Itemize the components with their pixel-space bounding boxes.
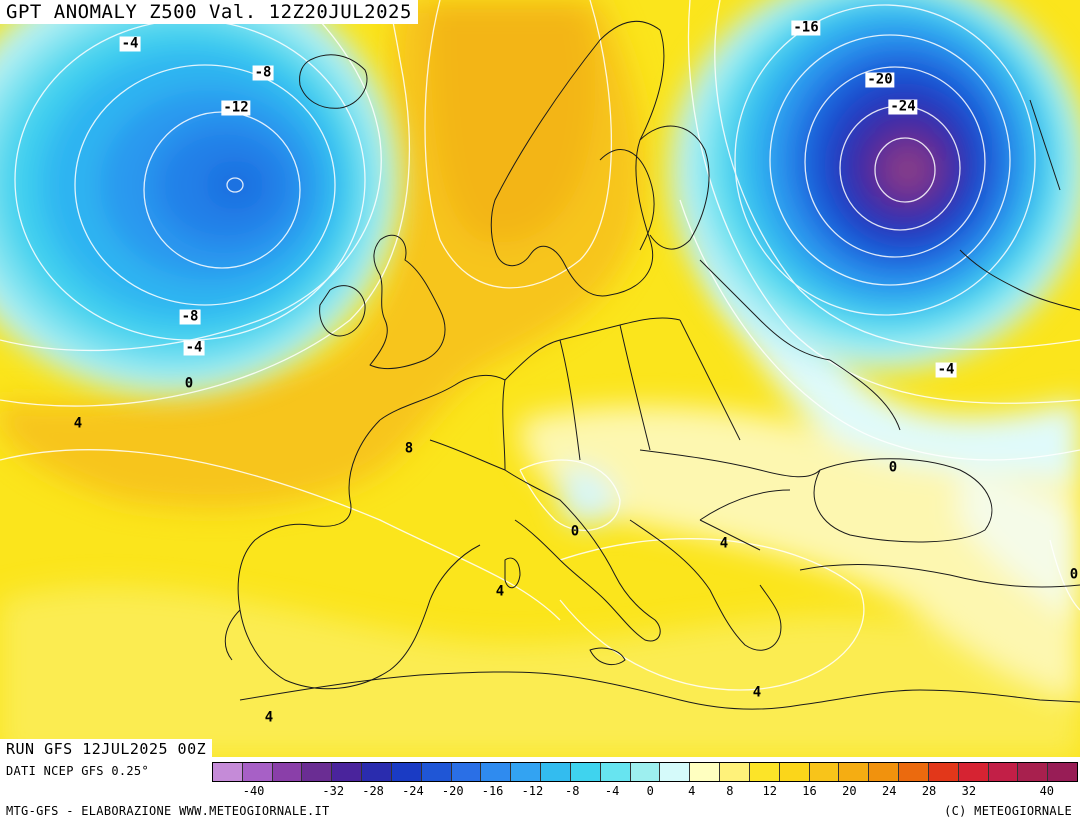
label-minus20-russia: -20 <box>865 71 895 88</box>
color-swatch <box>988 763 1019 781</box>
map-title: GPT ANOMALY Z500 Val. 12Z20JUL2025 <box>0 0 418 24</box>
scale-tick-label: 24 <box>881 784 897 798</box>
color-swatch <box>391 763 422 781</box>
label-minus8-iceland: -8 <box>252 64 274 81</box>
scale-tick-label: 16 <box>802 784 817 798</box>
label-zero-blacksea: 0 <box>888 459 898 476</box>
color-swatch <box>1018 763 1049 781</box>
color-swatch <box>451 763 482 781</box>
color-swatch <box>570 763 601 781</box>
color-swatch <box>869 763 900 781</box>
label-plus8-france: 8 <box>404 440 414 457</box>
label-zero-adriatic: 0 <box>570 523 580 540</box>
scale-tick-label: 0 <box>646 784 654 798</box>
color-swatch <box>749 763 780 781</box>
scale-tick-label: 8 <box>726 784 734 798</box>
color-swatch <box>332 763 363 781</box>
scale-tick-label: 32 <box>961 784 977 798</box>
scale-tick-label: -24 <box>402 784 424 798</box>
color-swatch <box>511 763 542 781</box>
color-swatch <box>660 763 691 781</box>
scale-tick-label: -20 <box>441 784 464 798</box>
label-minus8-ireland: -8 <box>179 308 201 325</box>
color-swatch <box>928 763 959 781</box>
color-swatch <box>779 763 810 781</box>
label-minus4-ukraine: -4 <box>935 361 957 378</box>
color-scale-bar <box>212 762 1078 782</box>
scale-tick-label: -40 <box>242 784 265 798</box>
scale-tick-label: -12 <box>521 784 544 798</box>
label-plus4-balkans: 4 <box>719 535 729 552</box>
label-zero-atlantic: 0 <box>184 375 194 392</box>
color-swatch <box>809 763 840 781</box>
label-minus4-ireland: -4 <box>183 339 205 356</box>
scale-tick-label: -28 <box>362 784 384 798</box>
copyright-text: (C) METEOGIORNALE <box>944 804 1072 818</box>
scale-tick-label: -32 <box>322 784 345 798</box>
label-minus24-russia: -24 <box>888 98 918 115</box>
label-minus4-iceland-west: -4 <box>119 35 141 52</box>
geopotential-anomaly-map <box>0 0 1080 757</box>
data-source: DATI NCEP GFS 0.25° <box>6 764 149 778</box>
color-swatch <box>899 763 929 781</box>
scale-tick-label: 12 <box>762 784 777 798</box>
label-plus4-mediterranean: 4 <box>495 583 505 600</box>
scale-tick-label: -4 <box>604 784 620 798</box>
color-swatch <box>958 763 989 781</box>
color-swatch <box>421 763 452 781</box>
color-swatch <box>541 763 571 781</box>
scale-tick-label: -16 <box>481 784 504 798</box>
credit-text: MTG-GFS - ELABORAZIONE WWW.METEOGIORNALE… <box>6 804 330 818</box>
label-plus4-atlantic: 4 <box>73 415 83 432</box>
scale-tick-label: 28 <box>921 784 937 798</box>
color-swatch <box>302 763 333 781</box>
label-zero-east-edge: 0 <box>1069 566 1079 583</box>
scale-tick-label: 20 <box>842 784 857 798</box>
scale-tick-label: 40 <box>1039 784 1055 798</box>
label-plus4-africa: 4 <box>264 709 274 726</box>
color-scale-ticks: -40 -32 -28 -24 -20 -16 -12 -8 -4 0 4 8 12 16 20 24 28 32… <box>212 784 1078 800</box>
label-minus16-russia: -16 <box>791 19 821 36</box>
scale-tick-label: -8 <box>565 784 580 798</box>
label-minus12-atlantic: -12 <box>221 99 251 116</box>
color-swatch <box>720 763 750 781</box>
color-swatch <box>630 763 661 781</box>
run-info: RUN GFS 12JUL2025 00Z <box>0 739 213 759</box>
color-swatch <box>1048 763 1078 781</box>
color-swatch <box>600 763 631 781</box>
scale-tick-label: 4 <box>688 784 696 798</box>
color-swatch <box>213 763 243 781</box>
color-swatch <box>481 763 512 781</box>
color-swatch <box>839 763 870 781</box>
color-swatch <box>362 763 392 781</box>
color-swatch <box>690 763 721 781</box>
label-plus4-aegean: 4 <box>752 684 762 701</box>
color-swatch <box>242 763 273 781</box>
color-swatch <box>272 763 303 781</box>
